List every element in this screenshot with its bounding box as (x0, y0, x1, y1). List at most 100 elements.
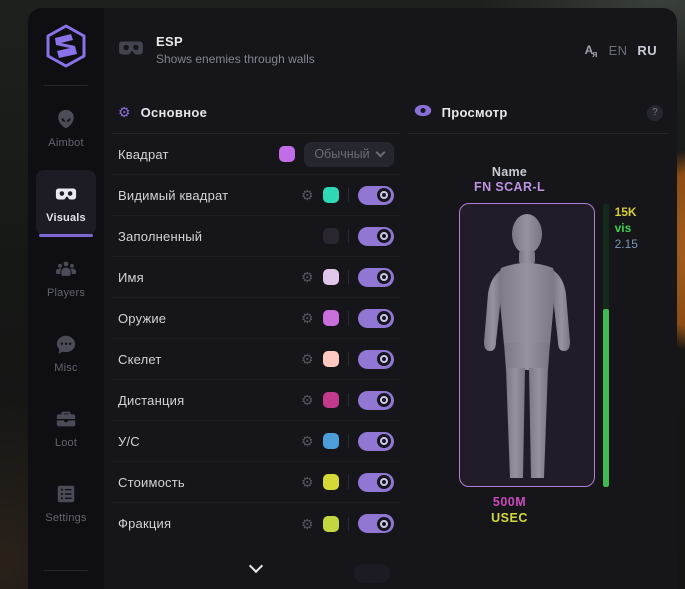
sidebar-nav: Aimbot Visuals Players (28, 90, 104, 540)
setting-row-filled: Заполненный (112, 216, 400, 257)
alien-icon (58, 109, 74, 129)
gear-icon[interactable]: ⚙ (301, 515, 314, 532)
sidebar: Aimbot Visuals Players (28, 8, 104, 589)
setting-label: Дистанция (118, 392, 185, 408)
page-header: ESP Shows enemies through walls Aя EN RU (104, 8, 677, 92)
sidebar-item-label: Aimbot (48, 137, 84, 149)
lang-en-button[interactable]: EN (608, 42, 628, 58)
setting-label: Квадрат (118, 146, 169, 162)
toggle-knob (376, 229, 391, 243)
toggle-knob (376, 270, 391, 284)
setting-row-weapon: Оружие ⚙ (112, 298, 400, 339)
toggle-switch[interactable] (357, 390, 394, 410)
gear-icon[interactable]: ⚙ (301, 392, 314, 408)
toggle-switch[interactable] (357, 226, 394, 246)
toggle-switch[interactable] (357, 472, 394, 492)
vr-goggles-icon (55, 188, 77, 200)
toggle-knob (376, 393, 391, 407)
toggle-switch[interactable] (357, 514, 394, 533)
color-swatch[interactable] (322, 228, 339, 244)
sidebar-item-players[interactable]: Players (36, 245, 96, 310)
gear-icon[interactable]: ⚙ (301, 351, 314, 367)
setting-label: Стоимость (118, 474, 185, 490)
scroll-more-chevron-icon[interactable] (248, 558, 263, 574)
setting-row-cost: Стоимость ⚙ (112, 462, 400, 503)
lang-ru-button[interactable]: RU (637, 42, 657, 58)
sidebar-item-label: Settings (45, 512, 87, 524)
sidebar-item-settings[interactable]: Settings (36, 470, 96, 535)
section-title: Основное (140, 105, 208, 120)
sg-cube-logo-icon (46, 24, 86, 68)
sidebar-item-misc[interactable]: Misc (36, 320, 96, 385)
toggle-switch[interactable] (357, 185, 394, 205)
color-swatch[interactable] (279, 146, 296, 162)
color-swatch[interactable] (322, 392, 339, 408)
sidebar-item-aimbot[interactable]: Aimbot (36, 95, 96, 160)
settings-section-header: ⚙ Основное (112, 92, 400, 134)
preview-stats: 15K vis 2.15 (615, 204, 638, 252)
partial-toggle (353, 564, 390, 583)
sidebar-item-loot[interactable]: Loot (36, 395, 96, 460)
preview-weapon-label: FN SCAR-L (474, 180, 545, 194)
gear-icon[interactable]: ⚙ (301, 269, 314, 285)
eye-icon (414, 104, 432, 122)
translate-icon[interactable]: Aя (584, 43, 598, 59)
divider (347, 270, 349, 284)
dropdown-value: Обычный (314, 147, 370, 161)
preview-faction-label: USEC (491, 511, 528, 525)
health-bar (602, 204, 609, 487)
header-text: ESP Shows enemies through walls (156, 34, 315, 66)
sidebar-item-label: Loot (54, 437, 78, 449)
setting-label: Скелет (118, 351, 162, 367)
player-model (483, 214, 570, 478)
setting-label: Оружие (118, 310, 167, 326)
main-area: ESP Shows enemies through walls Aя EN RU… (104, 8, 677, 589)
toggle-switch[interactable] (357, 267, 394, 287)
sidebar-item-visuals[interactable]: Visuals (36, 170, 96, 237)
color-swatch[interactable] (322, 515, 339, 532)
page-title: ESP (156, 34, 183, 49)
setting-label: Видимый квадрат (118, 187, 229, 203)
sidebar-bottom (44, 570, 88, 589)
color-swatch[interactable] (322, 474, 339, 490)
chevron-down-icon (375, 147, 386, 157)
setting-label: Заполненный (118, 228, 203, 244)
toggle-knob (376, 434, 391, 448)
color-swatch[interactable] (322, 433, 339, 449)
color-swatch[interactable] (322, 351, 339, 367)
sidebar-item-label: Players (46, 287, 86, 299)
gear-icon[interactable]: ⚙ (301, 310, 314, 326)
setting-row-distance: Дистанция ⚙ (112, 380, 400, 421)
divider (347, 475, 349, 489)
sidebar-item-label: Visuals (46, 212, 86, 224)
toggle-knob (376, 475, 391, 489)
content-columns: ⚙ Основное Квадрат Обычный (104, 92, 677, 589)
setting-row-us: У/С ⚙ (112, 421, 400, 462)
health-bar-fill (602, 308, 609, 487)
toggle-switch[interactable] (357, 308, 394, 328)
setting-label: У/С (118, 433, 140, 449)
toggle-switch[interactable] (357, 349, 394, 369)
app-logo (45, 8, 87, 85)
gear-icon[interactable]: ⚙ (301, 187, 314, 203)
money-stat: 15K (614, 205, 637, 219)
divider (347, 516, 349, 531)
divider (347, 434, 349, 448)
setting-row-skeleton: Скелет ⚙ (112, 339, 400, 380)
toggle-switch[interactable] (357, 431, 394, 451)
gear-icon: ⚙ (118, 104, 131, 120)
settings-panel: ⚙ Основное Квадрат Обычный (112, 92, 400, 589)
gear-icon[interactable]: ⚙ (301, 474, 314, 490)
divider (347, 188, 349, 202)
language-switcher: Aя EN RU (584, 42, 657, 60)
chat-bubble-icon (56, 335, 76, 354)
preview-panel: Просмотр ? Name FN SCAR-L (407, 92, 669, 589)
square-type-dropdown[interactable]: Обычный (304, 141, 394, 167)
sidebar-divider-bottom (44, 570, 88, 571)
help-button[interactable]: ? (647, 104, 663, 121)
page-subtitle: Shows enemies through walls (156, 52, 315, 66)
color-swatch[interactable] (322, 187, 339, 203)
gear-icon[interactable]: ⚙ (301, 433, 314, 449)
color-swatch[interactable] (322, 269, 339, 285)
color-swatch[interactable] (322, 310, 339, 326)
